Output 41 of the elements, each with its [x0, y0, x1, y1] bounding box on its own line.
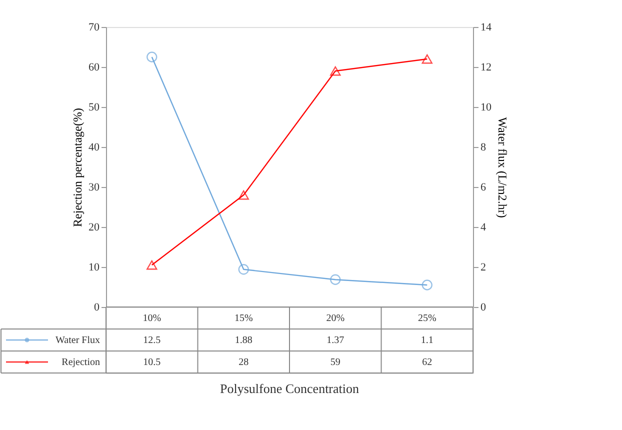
y2-tick-label: 4: [480, 222, 486, 234]
legend-label: Rejection: [62, 357, 100, 368]
data-label: 59: [330, 357, 340, 368]
x-tick-label: 20%: [326, 313, 345, 324]
data-label: 1.1: [420, 335, 434, 346]
y-tick-label: 30: [88, 182, 100, 194]
y-tick-label: 50: [88, 102, 100, 114]
y2-tick-label: 8: [480, 142, 486, 154]
y2-tick-label: 12: [480, 62, 492, 74]
y2-tick-label: 10: [480, 102, 492, 114]
y-tick-label: 20: [88, 222, 100, 234]
y-tick-label: 70: [88, 22, 100, 34]
data-label: 1.37: [326, 335, 344, 346]
y-tick-label: 40: [88, 142, 100, 154]
point: [238, 190, 249, 200]
y2-tick-label: 6: [480, 182, 486, 194]
data-label: 10.5: [143, 357, 161, 368]
point: [146, 52, 158, 62]
y2-axis-title: Water flux (L/m2.hr): [496, 117, 510, 218]
data-label: 1.88: [234, 335, 252, 346]
data-label: 12.5: [143, 335, 161, 346]
y2-tick-label: 2: [480, 262, 486, 274]
y-tick-label: 0: [94, 302, 100, 314]
y2-tick-label: 0: [480, 302, 486, 314]
data-label: 62: [422, 357, 432, 368]
x-tick-label: 15%: [234, 313, 253, 324]
x-tick-label: 25%: [418, 313, 436, 324]
y-tick-label: 10: [88, 262, 100, 274]
point: [422, 280, 432, 290]
legend-label: Water Flux: [56, 335, 100, 346]
point: [330, 66, 341, 76]
point: [146, 260, 158, 270]
point: [330, 274, 341, 285]
x-axis-title: Polysulfone Concentration: [220, 381, 360, 396]
point: [422, 54, 432, 64]
point: [238, 264, 249, 275]
x-tick-label: 10%: [142, 313, 162, 324]
y2-tick-label: 14: [480, 22, 492, 34]
data-label: 28: [238, 357, 249, 368]
y-tick-label: 60: [88, 62, 100, 74]
y-axis-title: Rejection percentage(%): [70, 108, 84, 227]
